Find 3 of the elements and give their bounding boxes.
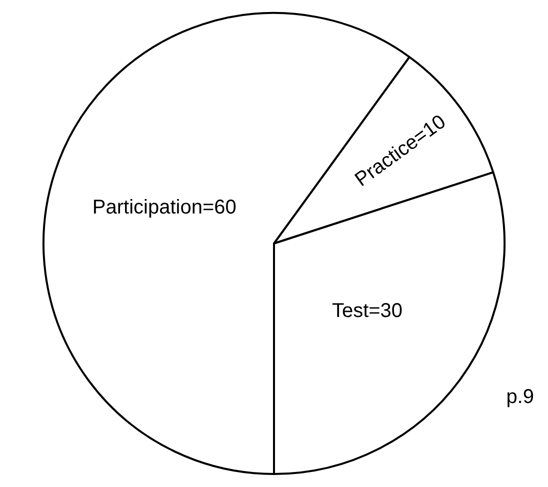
- slice-label: Participation=60: [92, 196, 236, 218]
- text: p.9: [506, 386, 534, 409]
- slice-label: Test=30: [332, 300, 403, 322]
